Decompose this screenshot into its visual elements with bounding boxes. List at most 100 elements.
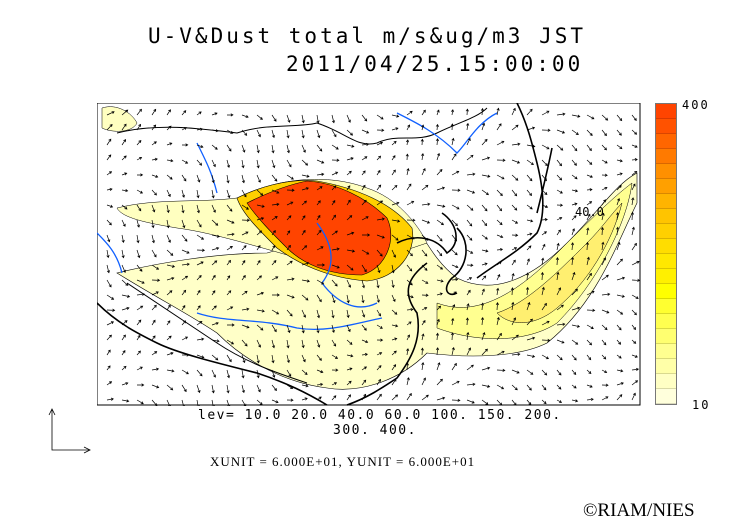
wind-arrow <box>151 141 157 146</box>
wind-arrow <box>106 204 114 208</box>
wind-arrow <box>571 354 577 361</box>
wind-arrow <box>421 168 426 176</box>
wind-arrow <box>211 247 220 251</box>
wind-arrow <box>271 399 279 404</box>
wind-arrow <box>451 188 461 192</box>
wind-arrow <box>271 202 280 206</box>
wind-arrow <box>616 144 623 150</box>
wind-arrow <box>571 202 578 206</box>
wind-arrow <box>421 377 426 386</box>
wind-arrow <box>451 137 455 146</box>
wind-arrow <box>211 290 216 296</box>
wind-arrow <box>121 399 130 403</box>
wind-arrow <box>631 183 636 191</box>
wind-arrow <box>556 271 560 281</box>
wind-arrow <box>346 309 350 319</box>
wind-arrow <box>526 108 533 116</box>
wind-arrow <box>151 249 157 258</box>
wind-arrow <box>601 257 607 266</box>
wind-arrow <box>496 273 501 281</box>
wind-arrow <box>181 204 185 214</box>
wind-arrow <box>121 350 126 356</box>
wind-arrow <box>226 129 234 134</box>
wind-arrow <box>166 290 173 296</box>
wind-arrow <box>121 264 126 273</box>
wind-arrow <box>391 114 400 118</box>
wind-arrow <box>166 304 171 311</box>
wind-arrow <box>181 249 190 254</box>
wind-arrow <box>106 294 115 300</box>
wind-arrow <box>451 362 457 371</box>
wind-arrow <box>495 302 499 311</box>
wind-arrow <box>436 279 444 283</box>
wind-arrow <box>151 335 156 341</box>
colorbar-band <box>656 284 676 299</box>
wind-arrow <box>121 234 125 244</box>
wind-arrow <box>256 230 263 236</box>
wind-arrow <box>121 204 128 210</box>
wind-arrow <box>151 124 157 131</box>
wind-arrow <box>511 317 517 326</box>
wind-arrow <box>331 279 338 287</box>
credit: ©RIAM/NIES <box>583 500 695 521</box>
wind-arrow <box>331 185 337 191</box>
wind-arrow <box>196 204 200 214</box>
wind-arrow <box>556 322 566 326</box>
wind-arrow <box>346 157 354 161</box>
wind-arrow <box>526 174 533 182</box>
wind-arrow <box>571 399 579 403</box>
wind-arrow <box>601 173 608 177</box>
wind-arrow <box>451 304 456 311</box>
wind-arrow <box>391 350 397 356</box>
wind-arrow <box>316 159 325 164</box>
wind-arrow <box>136 399 144 405</box>
wind-arrow <box>181 289 187 296</box>
wind-arrow <box>106 219 112 226</box>
wind-arrow <box>556 399 563 403</box>
wind-arrow <box>586 159 593 165</box>
wind-arrow <box>256 324 264 331</box>
wind-arrow <box>526 232 533 236</box>
wind-arrow <box>616 114 623 122</box>
wind-arrow <box>151 351 158 356</box>
wind-arrow <box>451 380 460 386</box>
wind-arrow <box>286 309 293 317</box>
wind-arrow <box>151 384 160 389</box>
wind-arrow <box>616 382 624 386</box>
wind-arrow <box>286 260 293 266</box>
wind-arrow <box>241 114 249 119</box>
wind-arrow <box>421 307 428 311</box>
wind-arrow <box>586 354 592 361</box>
wind-arrow <box>316 214 321 221</box>
wind-arrow <box>391 184 398 191</box>
wind-arrow <box>406 110 413 116</box>
wind-arrow <box>181 384 187 393</box>
wind-arrow <box>211 354 219 361</box>
wind-arrow <box>511 174 519 181</box>
wind-arrow <box>421 184 429 191</box>
colorbar-band <box>656 374 676 389</box>
wind-arrow <box>106 365 111 371</box>
wind-arrow <box>316 294 322 303</box>
wind-arrow <box>526 144 536 148</box>
wind-arrow <box>331 368 339 372</box>
wind-arrow <box>226 219 235 224</box>
wind-arrow <box>151 319 156 326</box>
wind-arrow <box>331 309 335 319</box>
wind-arrow <box>541 174 547 182</box>
wind-arrow <box>121 320 128 326</box>
wind-arrow <box>196 305 201 311</box>
wind-arrow <box>301 309 307 318</box>
wind-arrow <box>420 347 424 356</box>
wind-arrow <box>286 294 295 299</box>
wind-arrow <box>511 247 518 251</box>
wind-arrow <box>316 324 320 334</box>
colorbar-band <box>656 344 676 359</box>
wind-arrow <box>511 352 521 356</box>
wind-arrow <box>331 354 339 359</box>
wind-arrow <box>631 354 638 358</box>
wind-arrow <box>376 264 381 274</box>
wind-arrow <box>586 188 593 192</box>
wind-arrow <box>331 171 339 176</box>
wind-arrow <box>256 275 262 281</box>
